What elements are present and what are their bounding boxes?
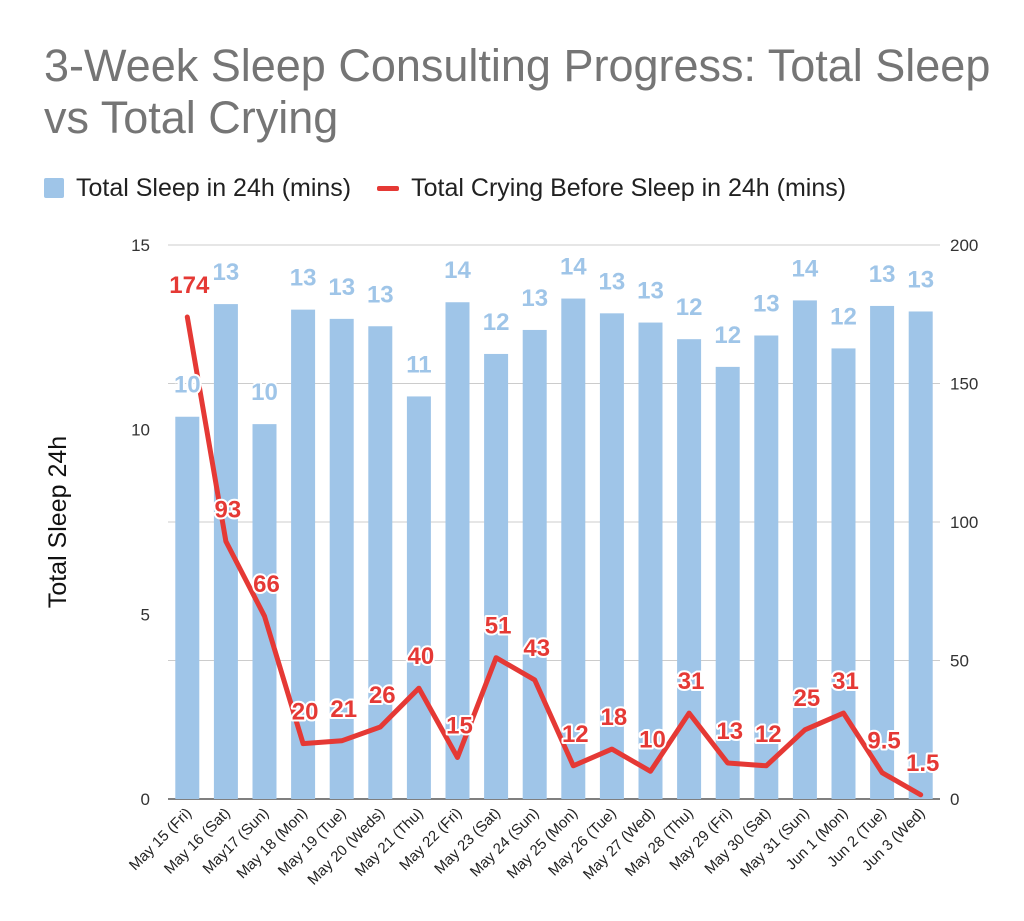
bar: [175, 416, 200, 799]
left-axis-ticks: 0 5 10 15: [131, 236, 150, 809]
bar-data-label: 12: [714, 322, 741, 349]
right-tick-label: 200: [950, 236, 978, 255]
line-data-label: 31: [678, 668, 705, 695]
bar-data-label: 13: [521, 285, 548, 312]
line-data-label: 31: [832, 668, 859, 695]
line-data-label: 13: [716, 718, 743, 745]
line-data-label: 21: [330, 696, 357, 723]
legend-label-sleep: Total Sleep in 24h (mins): [76, 173, 352, 202]
left-tick-label: 0: [141, 790, 150, 809]
bar-data-label: 10: [174, 372, 201, 399]
bar-data-labels: 10 13 10 13 13 13 11 14 12 13 14 13 13 12 12 13 14 12 13 13: [172, 252, 936, 409]
legend: Total Sleep in 24h (mins) Total Crying B…: [44, 170, 872, 206]
line-data-label: 174: [169, 272, 210, 299]
bar-data-label: 14: [792, 255, 819, 282]
bar: [599, 313, 624, 799]
bar-data-label: 14: [560, 254, 587, 281]
bar-data-label: 13: [637, 278, 664, 305]
right-axis-ticks: 0 50 100 150 200: [950, 236, 978, 809]
line-data-labels: 174 93 66 20 21 26 40 15 51 43 12 18 10 31 13 12 25 31 9.5…: [167, 270, 941, 779]
line-data-label: 26: [369, 682, 396, 709]
legend-swatch-bar: [44, 178, 64, 198]
left-tick-label: 15: [131, 236, 150, 255]
legend-swatch-line: [377, 185, 400, 191]
line-data-label: 15: [446, 712, 473, 739]
crying-line: [184, 314, 924, 798]
bar: [406, 396, 431, 799]
y-axis-title: Total Sleep 24h: [44, 436, 72, 608]
left-tick-label: 5: [141, 605, 150, 624]
bar: [715, 366, 740, 799]
bar-data-label: 10: [251, 379, 278, 406]
bar: [638, 322, 663, 799]
right-tick-label: 100: [950, 513, 978, 532]
line-data-label: 93: [215, 496, 242, 523]
bar-data-label: 12: [483, 309, 510, 336]
bar-data-label: 13: [290, 265, 317, 292]
line-data-label: 12: [755, 721, 782, 748]
bar: [870, 305, 895, 799]
line-data-label: 1.5: [906, 750, 939, 777]
bar: [754, 335, 779, 799]
right-tick-label: 150: [950, 375, 978, 394]
line-data-label: 51: [485, 613, 512, 640]
bar-data-label: 14: [444, 257, 471, 284]
line-data-label: 20: [292, 699, 319, 726]
line-data-label: 66: [253, 571, 280, 598]
bar: [908, 311, 933, 799]
bar: [522, 329, 547, 799]
bar: [445, 302, 470, 799]
line-data-label: 18: [601, 704, 628, 731]
bar-data-label: 13: [869, 261, 896, 288]
legend-item-crying: Total Crying Before Sleep in 24h (mins): [377, 174, 846, 203]
bar: [329, 318, 354, 799]
bar-data-label: 11: [406, 351, 431, 378]
bar: [213, 304, 238, 799]
legend-item-sleep: Total Sleep in 24h (mins): [44, 174, 351, 203]
line-data-label: 9.5: [867, 728, 900, 755]
bar-data-label: 13: [367, 281, 394, 308]
line-data-label: 12: [562, 721, 589, 748]
line-data-label: 25: [794, 685, 821, 712]
bar: [831, 348, 856, 799]
line-data-label: 10: [639, 726, 666, 753]
bar: [792, 300, 817, 799]
legend-label-crying: Total Crying Before Sleep in 24h (mins): [411, 173, 847, 202]
bar-data-label: 13: [907, 266, 934, 293]
line-data-label: 43: [523, 635, 550, 662]
right-tick-label: 50: [950, 652, 969, 671]
bar-data-label: 13: [753, 290, 780, 317]
bar-data-label: 12: [676, 294, 703, 321]
gridlines: [168, 244, 940, 800]
bar-data-label: 13: [213, 259, 240, 286]
bar-data-label: 13: [328, 274, 355, 301]
line-data-label: 40: [408, 643, 435, 670]
chart-title: 3-Week Sleep Consulting Progress: Total …: [44, 40, 991, 143]
bar-data-label: 12: [830, 303, 857, 330]
right-tick-label: 0: [950, 790, 959, 809]
bar-data-label: 13: [599, 268, 626, 295]
bar: [484, 353, 509, 799]
bar: [561, 298, 586, 799]
left-tick-label: 10: [131, 421, 150, 440]
x-axis-ticks: May 15 (Fri)May 16 (Sat)May17 (Sun)May 1…: [126, 805, 929, 889]
